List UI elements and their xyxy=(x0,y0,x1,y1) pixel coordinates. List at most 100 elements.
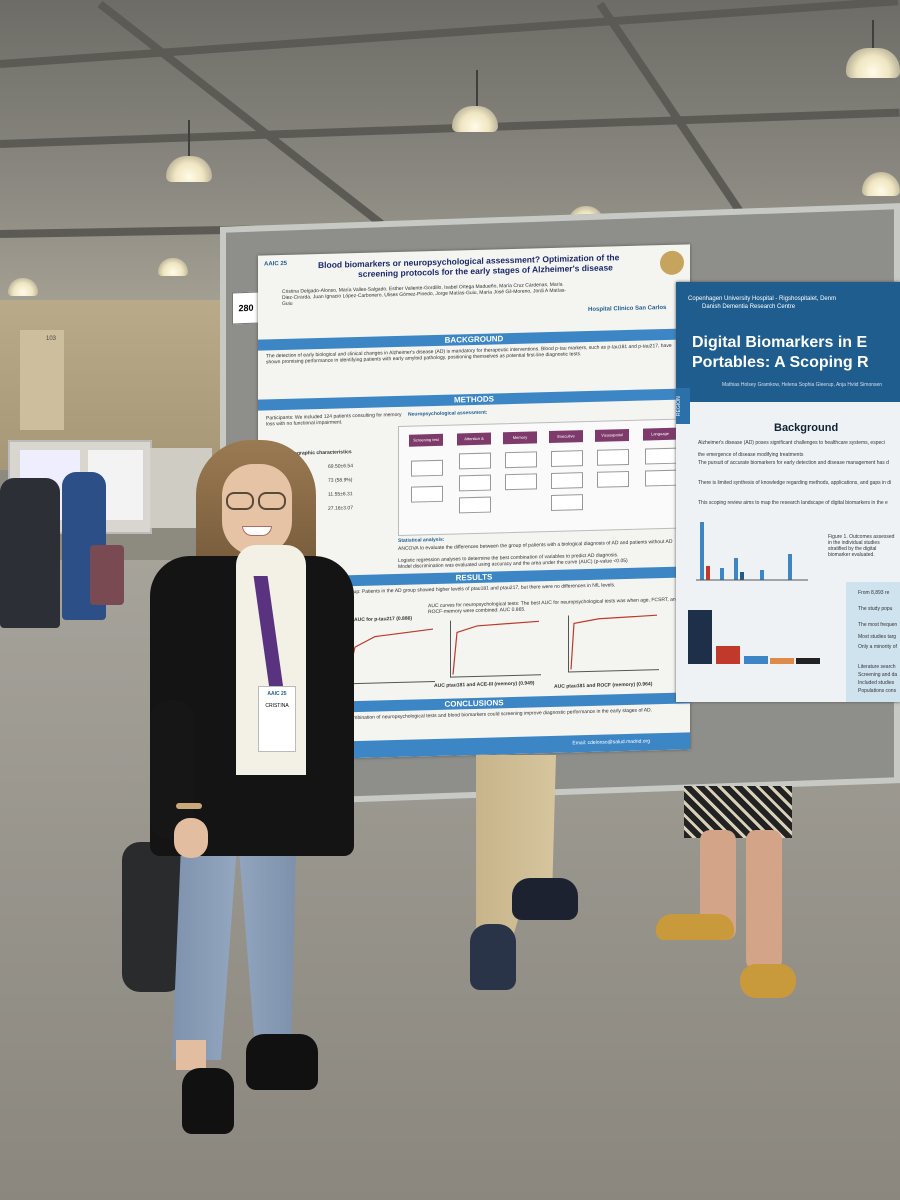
test-box xyxy=(551,472,583,489)
ceiling-lamp xyxy=(8,278,38,296)
ceiling-lamp xyxy=(166,156,212,182)
institution-name: Copenhagen University Hospital - Rigshos… xyxy=(688,296,837,302)
ceiling-lamp xyxy=(158,258,188,276)
roc-curve-plot xyxy=(344,625,435,685)
background-bullet: This scoping review aims to map the rese… xyxy=(698,500,888,506)
ceiling-lamp xyxy=(862,172,900,196)
results-box: From 8,893 re The study popu The most fr… xyxy=(846,582,900,702)
booth-number: 103 xyxy=(46,336,57,342)
result-note: The most frequen xyxy=(858,622,898,628)
result-note: Included studies xyxy=(858,680,895,686)
contact-email: Email: cdelonso@salud.madrid.org xyxy=(572,738,650,747)
ceiling-lamp xyxy=(452,106,498,132)
test-box xyxy=(645,447,677,465)
lamp-cord xyxy=(476,70,478,110)
hand xyxy=(174,818,208,858)
statistical-analysis-label: Statistical analysis: xyxy=(398,536,445,544)
right-poster-title: Digital Biomarkers in E xyxy=(692,334,868,351)
methods-section-header: METHODS xyxy=(258,388,690,411)
result-note: Populations cons xyxy=(858,688,897,694)
sandal xyxy=(656,914,734,940)
test-box xyxy=(645,469,677,487)
result-note: From 8,893 re xyxy=(858,590,890,596)
pillar: 103 xyxy=(20,330,64,430)
poster-number: 280 xyxy=(232,291,260,325)
auc-neuro-text: AUC curves for neuropsychological tests:… xyxy=(428,596,679,616)
university-seal-icon xyxy=(660,250,684,276)
roc-curve xyxy=(452,620,540,675)
test-box xyxy=(505,451,537,469)
result-note: Most studies targ xyxy=(858,634,897,640)
test-box xyxy=(597,470,629,488)
right-poster-authors: Mathias Holsey Gramkow, Helena Sophia Gl… xyxy=(722,382,883,388)
neuro-assessment-diagram: Screening test Attention & Processing Sp… xyxy=(398,418,690,536)
side-label: REGION xyxy=(676,388,690,424)
roc-curve xyxy=(570,614,658,670)
domain-node: Executive Functions xyxy=(549,430,583,451)
institution-name: Danish Dementia Research Centre xyxy=(702,304,796,310)
name-badge: AAIC 25 CRISTINA xyxy=(258,686,296,752)
bracelet xyxy=(176,803,202,809)
demographic-value: 69.50±6.54 xyxy=(328,463,353,470)
test-box xyxy=(411,485,443,503)
roc-curve-plot xyxy=(568,613,659,673)
result-note: The study popu xyxy=(858,606,893,612)
test-box xyxy=(597,448,629,466)
domain-node: Visuospatial xyxy=(595,428,629,442)
result-note: Screening and da xyxy=(858,672,898,678)
lamp-cord xyxy=(188,120,190,160)
glasses-icon xyxy=(226,492,254,510)
ceiling-lamp xyxy=(846,48,900,78)
hospital-logo: Hospital Clínico San Carlos xyxy=(588,304,667,314)
conference-logo: AAIC 25 xyxy=(264,260,288,268)
bar-chart-figure1 xyxy=(696,522,808,581)
test-box xyxy=(551,450,583,467)
right-poster-title: Portables: A Scoping R xyxy=(692,354,869,371)
ankle xyxy=(176,1040,206,1070)
bar-chart-figure2 xyxy=(688,610,820,664)
plot-title: AUC for p-tau217 (0.886) xyxy=(354,615,413,624)
sneaker xyxy=(470,924,516,990)
background-bullet: the emergence of disease modifying treat… xyxy=(698,452,804,458)
background-bullet: The pursuit of accurate biomarkers for e… xyxy=(698,460,889,466)
background-person xyxy=(0,478,60,628)
result-note: Literature search xyxy=(858,664,896,670)
poster-right-header: Copenhagen University Hospital - Rigshos… xyxy=(676,282,900,402)
roc-curve-plot xyxy=(450,618,541,678)
test-box xyxy=(411,459,443,477)
domain-node: Attention & Processing Speed xyxy=(457,432,491,453)
leg xyxy=(746,830,782,970)
woman-face xyxy=(222,464,292,556)
right-background-header: Background xyxy=(774,422,839,434)
test-box xyxy=(459,496,491,514)
test-box xyxy=(551,494,583,511)
participants-text: Participants: We included 124 patients c… xyxy=(266,411,402,428)
roc-curve xyxy=(346,628,434,682)
lamp-cord xyxy=(872,20,874,50)
glasses-icon xyxy=(258,492,286,510)
demographic-value: 27.16±3.07 xyxy=(328,505,353,512)
background-bullet: Alzheimer's disease (AD) poses significa… xyxy=(698,440,885,446)
patterned-skirt xyxy=(684,786,792,838)
test-box xyxy=(459,452,491,470)
sandal xyxy=(740,964,796,998)
domain-node: Screening test xyxy=(409,433,443,447)
demographic-value: 11.55±6.31 xyxy=(328,491,353,498)
plot-caption: AUC ptau181 and ROCF (memory) (0.964) xyxy=(554,681,653,690)
poster-title: Blood biomarkers or neuropsychological a… xyxy=(318,251,658,280)
test-box xyxy=(505,473,537,491)
domain-node: Memory xyxy=(503,431,537,445)
plot-caption: AUC ptau181 and ACE-III (memory) (0.949) xyxy=(434,680,535,690)
badge-name: CRISTINA xyxy=(265,703,289,709)
smile xyxy=(242,526,272,536)
backpack xyxy=(122,842,184,992)
mary-jane-shoe xyxy=(182,1068,234,1134)
domain-node: Language xyxy=(643,427,677,441)
badge-event: AAIC 25 xyxy=(267,691,287,697)
arm xyxy=(150,700,194,840)
figure-caption: Figure 1. Outcomes assessed in the indiv… xyxy=(828,534,895,558)
research-poster-right: Copenhagen University Hospital - Rigshos… xyxy=(676,282,900,702)
background-bullet: There is limited synthesis of knowledge … xyxy=(698,480,892,486)
result-note: Only a minority of xyxy=(858,644,897,650)
test-box xyxy=(459,474,491,492)
